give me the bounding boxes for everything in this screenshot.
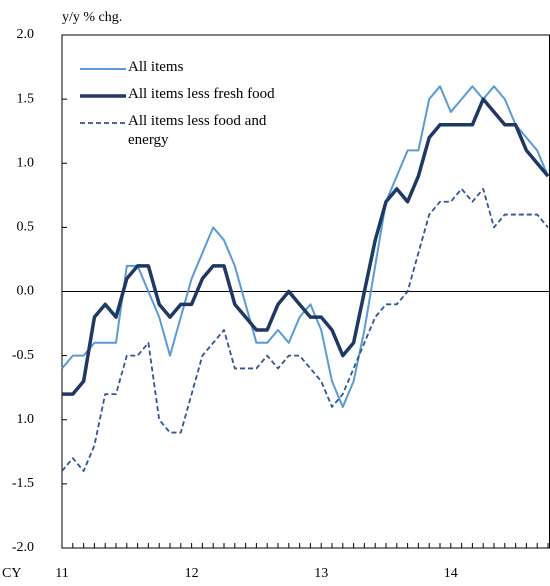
legend-label: All items less food and energy [128, 113, 267, 148]
x-tick-label: 14 [444, 566, 458, 581]
y-tick-label: -0.5 [12, 348, 34, 363]
x-tick-label: 13 [314, 566, 328, 581]
legend-item: All items less food and energy [80, 112, 288, 150]
legend-swatch [80, 68, 126, 70]
series-line [61, 188, 549, 472]
legend-swatch [80, 94, 126, 98]
y-tick-label: 1.5 [17, 91, 35, 106]
legend-swatch [80, 122, 126, 124]
y-tick-label: 1.0 [17, 155, 35, 170]
legend-label: All items less fresh food [128, 86, 275, 102]
series-line [62, 97, 550, 396]
y-axis-label: y/y % chg. [62, 10, 122, 25]
y-tick-label: 1.0 [17, 412, 35, 427]
y-tick-label: -1.5 [12, 476, 34, 491]
y-tick-label: 0.0 [17, 284, 35, 299]
x-tick-label: 11 [55, 566, 68, 581]
x-axis-label: CY [2, 566, 21, 581]
legend-item: All items less fresh food [80, 85, 288, 104]
legend: All items All items less fresh food All it… [80, 58, 288, 158]
legend-label: All items [128, 59, 184, 75]
y-tick-label: 0.5 [17, 220, 35, 235]
legend-item: All items [80, 58, 288, 77]
x-tick-label: 12 [185, 566, 199, 581]
y-tick-label: 2.0 [17, 27, 35, 42]
y-tick-label: -2.0 [12, 540, 34, 555]
